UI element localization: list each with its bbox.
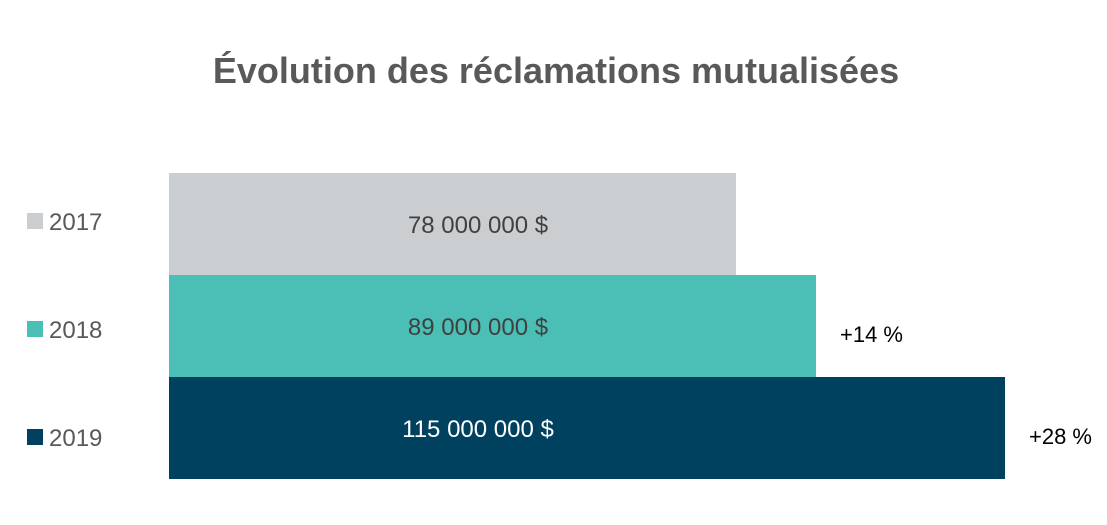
legend-swatch-2017 — [27, 213, 43, 229]
legend-label-2018: 2018 — [49, 317, 102, 344]
bar-2017 — [169, 173, 737, 275]
bars: 78 000 000 $ 89 000 000 $ +14 % 115 000 000… — [169, 173, 1092, 479]
legend-label-2019: 2019 — [49, 425, 102, 452]
change-annotation-2018: +14 % — [840, 322, 903, 347]
legend-swatch-2019 — [27, 429, 43, 445]
legend: 2017 2018 2019 — [27, 209, 102, 452]
legend-swatch-2018 — [27, 321, 43, 337]
bar-value-label-2017: 78 000 000 $ — [408, 212, 548, 239]
change-annotation-2019: +28 % — [1029, 424, 1092, 449]
bar-2018 — [169, 275, 816, 377]
bar-value-label-2019: 115 000 000 $ — [402, 416, 554, 443]
bar-value-label-2018: 89 000 000 $ — [408, 314, 548, 341]
bar-2019 — [169, 377, 1005, 479]
chart-title: Évolution des réclamations mutualisées — [213, 50, 899, 91]
legend-label-2017: 2017 — [49, 209, 102, 236]
